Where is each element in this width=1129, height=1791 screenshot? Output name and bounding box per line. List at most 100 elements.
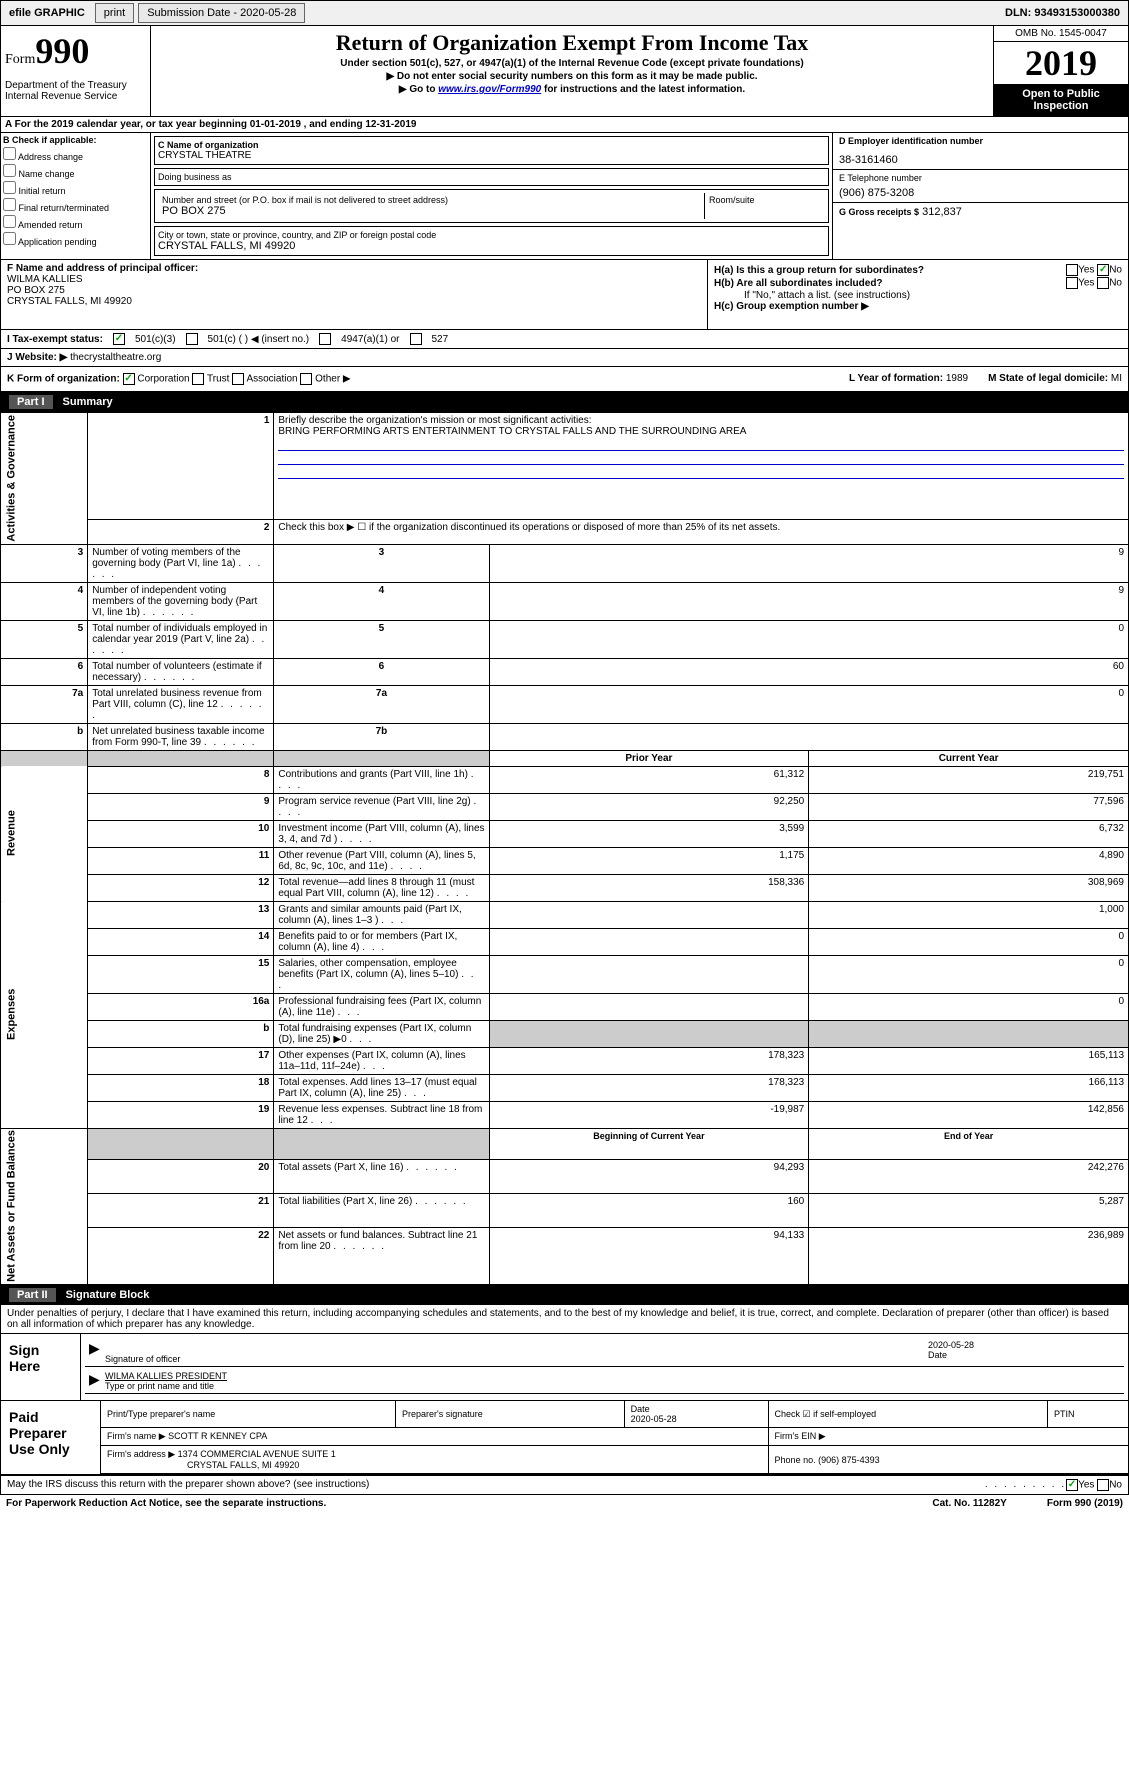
line-11-current: 4,890 <box>809 847 1129 874</box>
line-22-end: 236,989 <box>809 1228 1129 1285</box>
line-b-num: b <box>1 723 88 750</box>
chk-4947[interactable] <box>319 333 331 345</box>
line-7a-num: 7a <box>1 685 88 723</box>
line-18-current: 166,113 <box>809 1074 1129 1101</box>
line-21-begin: 160 <box>489 1194 809 1228</box>
line-16a-prior <box>489 993 809 1020</box>
hb-no[interactable] <box>1097 277 1109 289</box>
box-c-label: C Name of organization <box>158 140 825 150</box>
website-row: J Website: ▶ thecrystaltheatre.org <box>0 349 1129 367</box>
chk-address-change[interactable] <box>3 147 16 160</box>
line-7a-value: 0 <box>489 685 1128 723</box>
line-16a-num: 16a <box>88 993 274 1020</box>
line-b-text: Total fundraising expenses (Part IX, col… <box>274 1020 489 1047</box>
chk-amended-return[interactable] <box>3 215 16 228</box>
line-8-current: 219,751 <box>809 766 1129 793</box>
hb-yes[interactable] <box>1066 277 1078 289</box>
line-16a-current: 0 <box>809 993 1129 1020</box>
line-12-text: Total revenue—add lines 8 through 11 (mu… <box>274 874 489 901</box>
line-12-prior: 158,336 <box>489 874 809 901</box>
year-formation-value: 1989 <box>946 373 968 384</box>
form-goto: ▶ Go to www.irs.gov/Form990 for instruct… <box>155 84 989 95</box>
city-label: City or town, state or province, country… <box>158 230 825 240</box>
line-6-value: 60 <box>489 658 1128 685</box>
line-17-prior: 178,323 <box>489 1047 809 1074</box>
line-3-text: Number of voting members of the governin… <box>88 544 274 582</box>
paperwork-notice: For Paperwork Reduction Act Notice, see … <box>6 1498 932 1509</box>
room-label: Room/suite <box>709 195 821 205</box>
street-value: PO BOX 275 <box>162 205 700 217</box>
org-name: CRYSTAL THEATRE <box>158 150 825 161</box>
chk-other[interactable] <box>300 373 312 385</box>
line-14-text: Benefits paid to or for members (Part IX… <box>274 928 489 955</box>
form990-link[interactable]: www.irs.gov/Form990 <box>438 84 541 95</box>
line-20-num: 20 <box>88 1160 274 1194</box>
discuss-no[interactable] <box>1097 1479 1109 1491</box>
chk-initial-return[interactable] <box>3 181 16 194</box>
chk-application-pending[interactable] <box>3 232 16 245</box>
line-9-num: 9 <box>88 793 274 820</box>
gross-receipts-value: 312,837 <box>922 206 962 218</box>
line-3-value: 9 <box>489 544 1128 582</box>
line-10-num: 10 <box>88 820 274 847</box>
print-button[interactable]: print <box>95 3 134 23</box>
chk-association[interactable] <box>232 373 244 385</box>
state-domicile-value: MI <box>1111 373 1122 384</box>
line-b-text: Net unrelated business taxable income fr… <box>88 723 274 750</box>
line-9-prior: 92,250 <box>489 793 809 820</box>
period-begin: 01-01-2019 <box>250 119 301 130</box>
pp-sig-header: Preparer's signature <box>395 1401 624 1428</box>
part-1-header: Part I Summary <box>0 392 1129 412</box>
line-9-current: 77,596 <box>809 793 1129 820</box>
line-8-text: Contributions and grants (Part VIII, lin… <box>274 766 489 793</box>
period-end: 12-31-2019 <box>365 119 416 130</box>
period-row: A For the 2019 calendar year, or tax yea… <box>0 117 1129 133</box>
line-21-num: 21 <box>88 1194 274 1228</box>
form-subtitle: Under section 501(c), 527, or 4947(a)(1)… <box>155 58 989 69</box>
form-990-label: Form990 <box>5 30 146 72</box>
chk-501c[interactable] <box>186 333 198 345</box>
line-13-current: 1,000 <box>809 901 1129 928</box>
summary-table: Activities & Governance 1 Briefly descri… <box>0 412 1129 1285</box>
ha-no[interactable] <box>1097 264 1109 276</box>
discuss-yes[interactable] <box>1066 1479 1078 1491</box>
preparer-table: Print/Type preparer's name Preparer's si… <box>101 1401 1128 1474</box>
chk-527[interactable] <box>410 333 422 345</box>
line-15-num: 15 <box>88 955 274 993</box>
part-2-label: Part II <box>9 1288 56 1302</box>
line-5-num: 5 <box>1 620 88 658</box>
line-12-current: 308,969 <box>809 874 1129 901</box>
signature-block: Under penalties of perjury, I declare th… <box>0 1305 1129 1475</box>
h-note: If "No," attach a list. (see instruction… <box>714 290 1122 301</box>
line-4-text: Number of independent voting members of … <box>88 582 274 620</box>
ha-yes[interactable] <box>1066 264 1078 276</box>
chk-trust[interactable] <box>192 373 204 385</box>
line-9-text: Program service revenue (Part VIII, line… <box>274 793 489 820</box>
form-column: Form990 Department of the Treasury Inter… <box>1 26 151 116</box>
website-value: thecrystaltheatre.org <box>70 352 161 363</box>
line-6-num: 6 <box>1 658 88 685</box>
line-17-current: 165,113 <box>809 1047 1129 1074</box>
chk-name-change[interactable] <box>3 164 16 177</box>
current-year-header: Current Year <box>809 750 1129 766</box>
f-h-row: F Name and address of principal officer:… <box>0 260 1129 330</box>
line-14-num: 14 <box>88 928 274 955</box>
box-c: C Name of organization CRYSTAL THEATRE D… <box>151 133 832 259</box>
line-19-prior: -19,987 <box>489 1101 809 1128</box>
submission-date-button[interactable]: Submission Date - 2020-05-28 <box>138 3 305 23</box>
side-expenses: Expenses <box>1 901 88 1128</box>
chk-501c3[interactable] <box>113 333 125 345</box>
line-18-num: 18 <box>88 1074 274 1101</box>
officer-street: PO BOX 275 <box>7 285 701 296</box>
year-formation-label: L Year of formation: <box>849 373 943 384</box>
h-b-label: H(b) Are all subordinates included? <box>714 278 883 289</box>
firm-addr2: CRYSTAL FALLS, MI 49920 <box>107 1460 299 1470</box>
line-13-num: 13 <box>88 901 274 928</box>
klm-row: K Form of organization: Corporation Trus… <box>0 367 1129 392</box>
chk-final-return[interactable] <box>3 198 16 211</box>
line-17-text: Other expenses (Part IX, column (A), lin… <box>274 1047 489 1074</box>
chk-corporation[interactable] <box>123 373 135 385</box>
box-d-e-g: D Employer identification number 38-3161… <box>832 133 1128 259</box>
discuss-row: May the IRS discuss this return with the… <box>0 1475 1129 1495</box>
top-toolbar: efile GRAPHIC print Submission Date - 20… <box>0 0 1129 26</box>
